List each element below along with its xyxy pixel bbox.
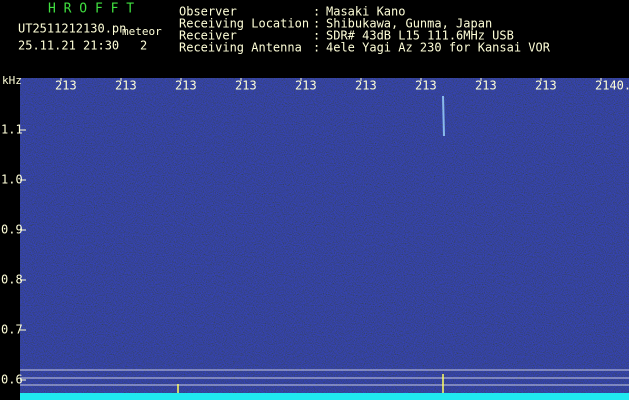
x-tick-label: 213 bbox=[295, 79, 317, 93]
x-tick-label: 2140. bbox=[595, 79, 629, 93]
y-tick-label: 0.9 bbox=[1, 223, 23, 237]
info-label: Receiver bbox=[179, 29, 237, 43]
meteor-echo bbox=[442, 95, 445, 137]
info-separator: : bbox=[313, 41, 320, 55]
y-tick-label: 1.1 bbox=[1, 123, 23, 137]
spectrogram bbox=[20, 78, 629, 400]
x-tick-label: 213 bbox=[355, 79, 377, 93]
x-tick-label: 213 bbox=[235, 79, 257, 93]
file-name: UT2511212130.pn bbox=[18, 22, 126, 36]
info-value: Shibukawa, Gunma, Japan bbox=[326, 17, 492, 31]
y-tick-label: 0.8 bbox=[1, 273, 23, 287]
file-tag: meteor bbox=[122, 25, 162, 38]
y-tick-label: 0.7 bbox=[1, 323, 23, 337]
info-separator: : bbox=[313, 29, 320, 43]
spectrogram-noise bbox=[20, 78, 629, 400]
y-tick-label: 1.0 bbox=[1, 173, 23, 187]
count: 2 bbox=[140, 39, 147, 53]
info-label: Receiving Location bbox=[179, 17, 309, 31]
x-tick-label: 213 bbox=[475, 79, 497, 93]
info-label: Observer bbox=[179, 5, 237, 19]
app-title: H R O F F T bbox=[48, 2, 134, 17]
info-separator: : bbox=[313, 17, 320, 31]
x-tick-label: 213 bbox=[115, 79, 137, 93]
datetime: 25.11.21 21:30 bbox=[18, 39, 119, 53]
x-tick-label: 213 bbox=[535, 79, 557, 93]
info-label: Receiving Antenna bbox=[179, 41, 302, 55]
spectrum-strip bbox=[20, 393, 629, 400]
x-tick-label: 213 bbox=[55, 79, 77, 93]
x-tick-label: 213 bbox=[415, 79, 437, 93]
info-value: Masaki Kano bbox=[326, 5, 405, 19]
info-separator: : bbox=[313, 5, 320, 19]
info-value: 4ele Yagi Az 230 for Kansai VOR bbox=[326, 41, 551, 55]
info-value: SDR# 43dB L15 111.6MHz USB bbox=[326, 29, 514, 43]
y-tick-label: 0.6 bbox=[1, 373, 23, 387]
x-tick-label: 213 bbox=[175, 79, 197, 93]
axis-unit: kHz bbox=[2, 74, 22, 87]
